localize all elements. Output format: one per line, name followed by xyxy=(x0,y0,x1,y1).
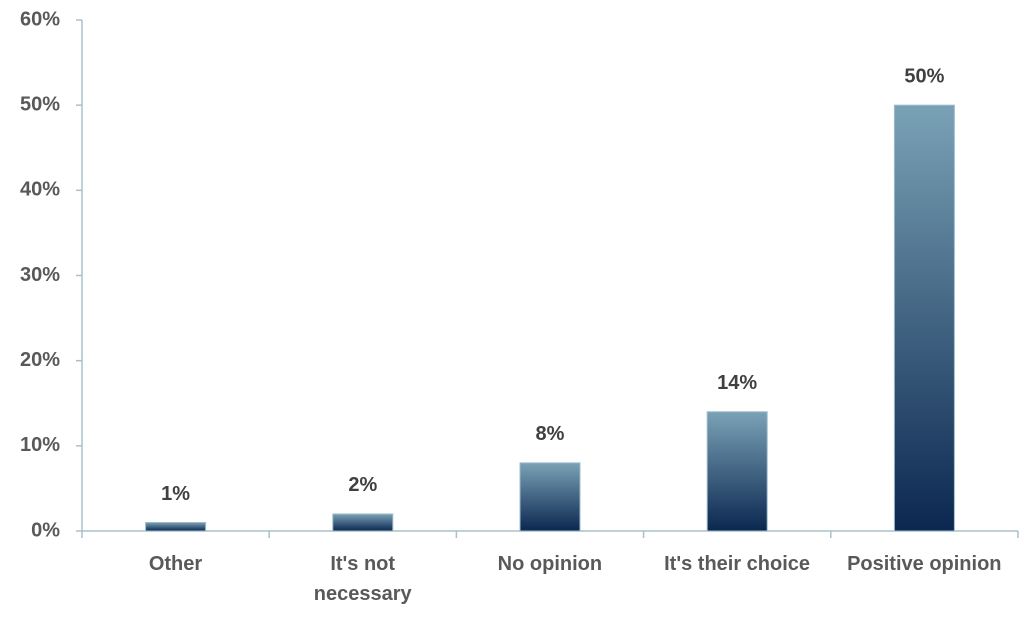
value-label: 2% xyxy=(348,474,377,496)
bar xyxy=(893,104,955,532)
y-tick-label: 30% xyxy=(20,264,60,286)
y-tick-label: 0% xyxy=(31,519,60,541)
bar xyxy=(332,513,394,532)
x-tick-label: Other xyxy=(148,553,203,575)
bar xyxy=(145,521,207,532)
y-tick-label: 20% xyxy=(20,349,60,371)
x-tick-label: It's not necessary xyxy=(313,553,412,605)
x-tick-label: It's their choice xyxy=(664,553,811,575)
value-label: 8% xyxy=(536,423,565,445)
value-label: 14% xyxy=(717,372,757,394)
bar xyxy=(706,411,768,532)
y-tick-label: 60% xyxy=(20,8,60,30)
y-tick-label: 10% xyxy=(20,434,60,456)
value-label: 1% xyxy=(161,483,190,505)
value-label: 50% xyxy=(904,65,944,87)
x-tick-label: No opinion xyxy=(497,553,603,575)
y-tick-label: 50% xyxy=(20,93,60,115)
y-tick-label: 40% xyxy=(20,179,60,201)
x-tick-label: Positive opinion xyxy=(847,553,1002,575)
bar xyxy=(519,462,581,532)
